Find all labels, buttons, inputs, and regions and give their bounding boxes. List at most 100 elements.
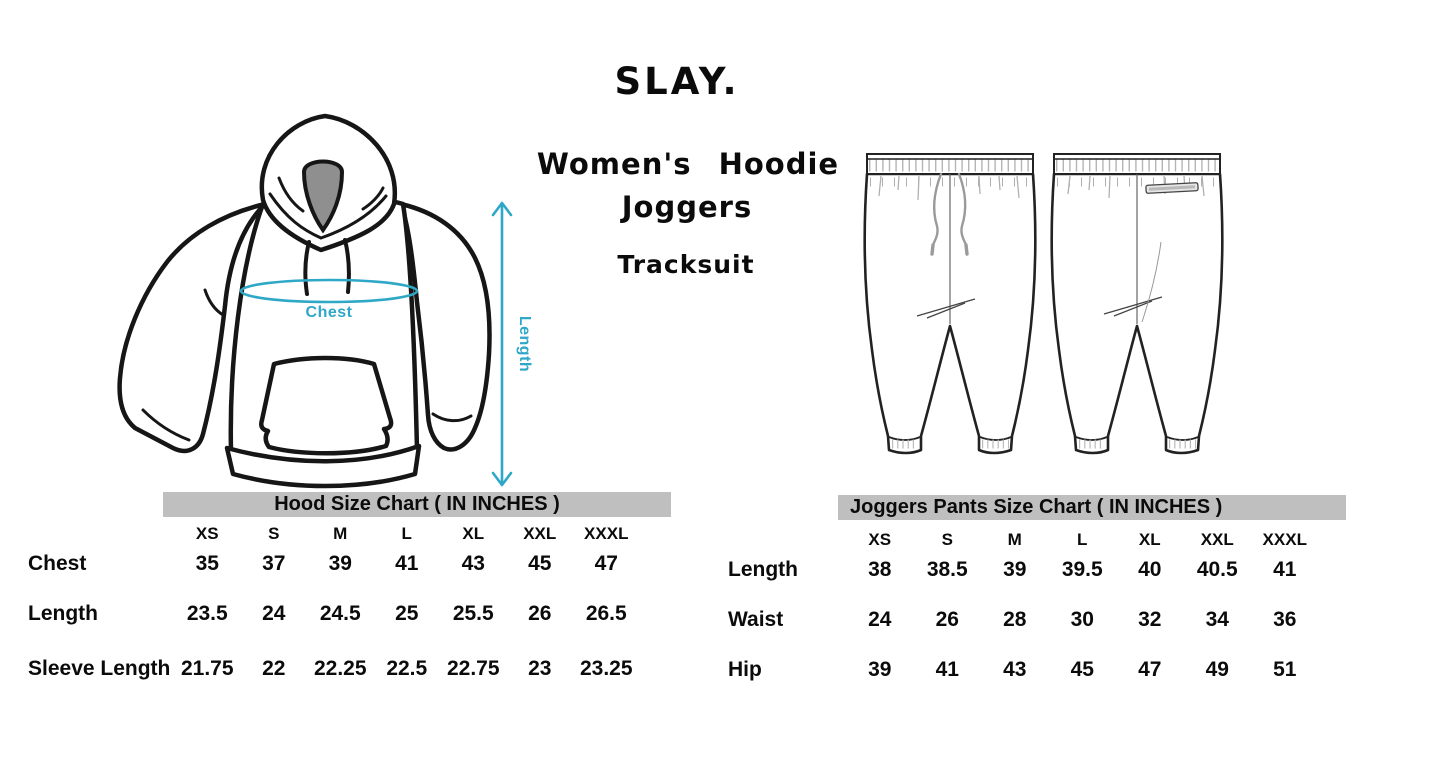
hood-size-header-row: XS S M L XL XXL XXXL: [28, 522, 640, 546]
row-label: Waist: [728, 608, 784, 631]
size-col-header: L: [401, 524, 412, 543]
size-value: 22.5: [386, 657, 428, 680]
back-welt-pocket: [1145, 182, 1199, 194]
size-col-header: S: [941, 530, 953, 549]
joggers-back-sketch: [1050, 153, 1224, 455]
size-col-header: XXL: [523, 524, 557, 543]
table-row-length: Length 23.5 24 24.5 25 25.5 26 26.5: [28, 602, 640, 626]
size-col-header: XL: [1138, 530, 1161, 549]
size-col-header: XS: [868, 530, 892, 549]
size-value: 39: [328, 552, 352, 575]
hoodie-left-sleeve: [117, 201, 268, 454]
size-value: 39: [868, 658, 892, 681]
joggers-size-chart: Joggers Pants Size Chart ( IN INCHES ) X…: [728, 495, 1373, 705]
size-value: 21.75: [180, 657, 234, 680]
size-col-header: XXL: [1200, 530, 1234, 549]
size-value: 45: [528, 552, 552, 575]
table-row-hip: Hip 39 41 43 45 47 49 51: [728, 658, 1319, 682]
length-measure-label: Length: [516, 316, 533, 372]
hoodie-outline: [117, 113, 492, 489]
chest-measure-label: Chest: [306, 304, 353, 321]
size-value: 24: [262, 602, 286, 625]
size-value: 22.25: [313, 657, 367, 680]
size-value: 47: [594, 552, 618, 575]
joggers-size-header-row: XS S M L XL XXL XXXL: [728, 528, 1319, 552]
size-value: 43: [1003, 658, 1027, 681]
row-label: Chest: [28, 552, 87, 575]
chest-measure-ellipse: [239, 278, 419, 304]
size-value: 24.5: [319, 602, 361, 625]
length-arrow-icon: Length: [491, 201, 533, 487]
size-value: 22.75: [446, 657, 500, 680]
size-value: 38: [868, 558, 892, 581]
back-stitch-lines: [1103, 296, 1163, 317]
hood-size-chart-header: Hood Size Chart ( IN INCHES ): [163, 492, 671, 517]
hood-size-chart-title: Hood Size Chart ( IN INCHES ): [274, 493, 560, 515]
size-value: 30: [1070, 608, 1094, 631]
table-row-chest: Chest 35 37 39 41 43 45 47: [28, 552, 640, 576]
row-label: Length: [28, 602, 98, 625]
size-value: 26: [935, 608, 959, 631]
table-row-waist: Waist 24 26 28 30 32 34 36: [728, 608, 1319, 632]
size-value: 23.5: [186, 602, 228, 625]
size-value: 39: [1003, 558, 1027, 581]
size-value: 24: [868, 608, 892, 631]
size-value: 41: [935, 658, 959, 681]
brand-title: SLAY.: [614, 60, 740, 103]
waist-gathering-marks: [870, 175, 1030, 201]
hoodie-kangaroo-pocket: [259, 355, 394, 456]
size-col-header: M: [333, 524, 348, 543]
back-crease-line: [1141, 241, 1162, 323]
size-value: 26: [528, 602, 552, 625]
pants-drawstrings: [930, 172, 969, 256]
size-value: 22: [262, 657, 286, 680]
size-value: 36: [1273, 608, 1297, 631]
size-value: 37: [262, 552, 286, 575]
size-col-header: XXXL: [584, 524, 629, 543]
size-col-header: M: [1007, 530, 1022, 549]
table-row-sleeve-length: Sleeve Length 21.75 22 22.25 22.5 22.75 …: [28, 657, 640, 681]
row-label: Length: [728, 558, 798, 581]
size-value: 40: [1138, 558, 1162, 581]
product-subtitle-line2: Joggers: [621, 190, 753, 224]
size-col-header: XS: [195, 524, 219, 543]
size-value: 41: [395, 552, 419, 575]
size-value: 40.5: [1196, 558, 1238, 581]
size-value: 26.5: [585, 602, 627, 625]
size-value: 28: [1003, 608, 1027, 631]
size-col-header: S: [268, 524, 280, 543]
size-col-header: XL: [462, 524, 485, 543]
size-value: 25.5: [452, 602, 494, 625]
size-value: 43: [461, 552, 485, 575]
product-subtitle-line1: Women's Hoodie: [536, 147, 840, 181]
size-value: 34: [1205, 608, 1229, 631]
hood-size-chart: Hood Size Chart ( IN INCHES ) XS S M L X…: [28, 492, 678, 702]
size-value: 51: [1273, 658, 1297, 681]
size-value: 47: [1138, 658, 1162, 681]
size-value: 32: [1138, 608, 1162, 631]
size-value: 49: [1205, 658, 1229, 681]
table-row-length: Length 38 38.5 39 39.5 40 40.5 41: [728, 558, 1319, 582]
back-cuffs: [1075, 436, 1199, 449]
size-value: 25: [395, 602, 419, 625]
size-col-header: L: [1077, 530, 1088, 549]
size-value: 35: [195, 552, 219, 575]
hoodie-hem-band: [224, 443, 422, 489]
row-label: Hip: [728, 658, 762, 681]
joggers-size-chart-title: Joggers Pants Size Chart ( IN INCHES ): [850, 496, 1223, 518]
joggers-size-chart-header: Joggers Pants Size Chart ( IN INCHES ): [838, 495, 1346, 520]
hood-inner-opening: [301, 159, 345, 234]
size-value: 23: [528, 657, 552, 680]
hoodie-detail-lines: [141, 176, 473, 442]
hood-drawstrings: [303, 238, 351, 296]
chest-measure: Chest: [239, 278, 419, 321]
size-value: 38.5: [926, 558, 968, 581]
product-subtitle-line3: Tracksuit: [617, 250, 755, 279]
hoodie-right-sleeve: [398, 201, 492, 452]
hoodie-front-sketch: Chest: [117, 113, 492, 489]
front-cuffs: [888, 436, 1012, 449]
row-label: Sleeve Length: [28, 657, 171, 680]
fly-stitch-lines: [916, 298, 976, 319]
size-col-header: XXXL: [1262, 530, 1307, 549]
size-value: 39.5: [1061, 558, 1103, 581]
